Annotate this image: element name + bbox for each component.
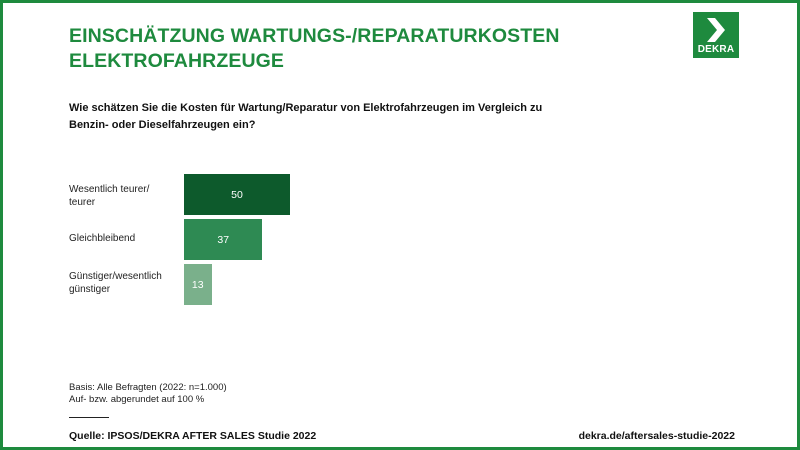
- category-label-line: Gleichbleibend: [69, 233, 136, 244]
- bar-value-label: 37: [217, 233, 230, 246]
- category-label-line: Wesentlich teurer/: [69, 184, 150, 195]
- page-title: EINSCHÄTZUNG WARTUNGS-/REPARATURKOSTEN E…: [69, 24, 629, 74]
- survey-question: Wie schätzen Sie die Kosten für Wartung/…: [69, 100, 549, 134]
- category-label-line: günstiger: [69, 284, 111, 295]
- basis-line-2: Auf- bzw. abgerundet auf 100 %: [69, 394, 205, 405]
- bar: [184, 264, 212, 305]
- question-line-1: Wie schätzen Sie die Kosten für Wartung/…: [69, 102, 543, 114]
- category-label-line: teurer: [69, 197, 96, 208]
- question-line-2: Benzin- oder Dieselfahrzeugen ein?: [69, 119, 256, 131]
- bar: [184, 174, 290, 215]
- title-line-2: ELEKTROFAHRZEUGE: [69, 50, 285, 72]
- dekra-arrow-icon: [707, 18, 725, 42]
- logo-text: DEKRA: [697, 44, 735, 55]
- category-label: Gleichbleibend: [69, 232, 179, 245]
- bar: [184, 219, 263, 260]
- source-text: Quelle: IPSOS/DEKRA AFTER SALES Studie 2…: [69, 430, 317, 442]
- category-label: Günstiger/wesentlich günstiger: [69, 270, 179, 296]
- category-label-line: Günstiger/wesentlich: [69, 271, 162, 282]
- bar-value-label: 13: [191, 278, 204, 291]
- basis-note: Basis: Alle Befragten (2022: n=1.000) Au…: [69, 382, 227, 406]
- footer-divider: [69, 417, 109, 418]
- title-line-1: EINSCHÄTZUNG WARTUNGS-/REPARATURKOSTEN: [69, 25, 560, 47]
- basis-line-1: Basis: Alle Befragten (2022: n=1.000): [69, 382, 227, 393]
- dekra-logo: DEKRA: [693, 12, 739, 58]
- bar-value-label: 50: [231, 188, 243, 201]
- category-label: Wesentlich teurer/teurer: [69, 183, 179, 209]
- study-url: dekra.de/aftersales-studie-2022: [578, 430, 735, 442]
